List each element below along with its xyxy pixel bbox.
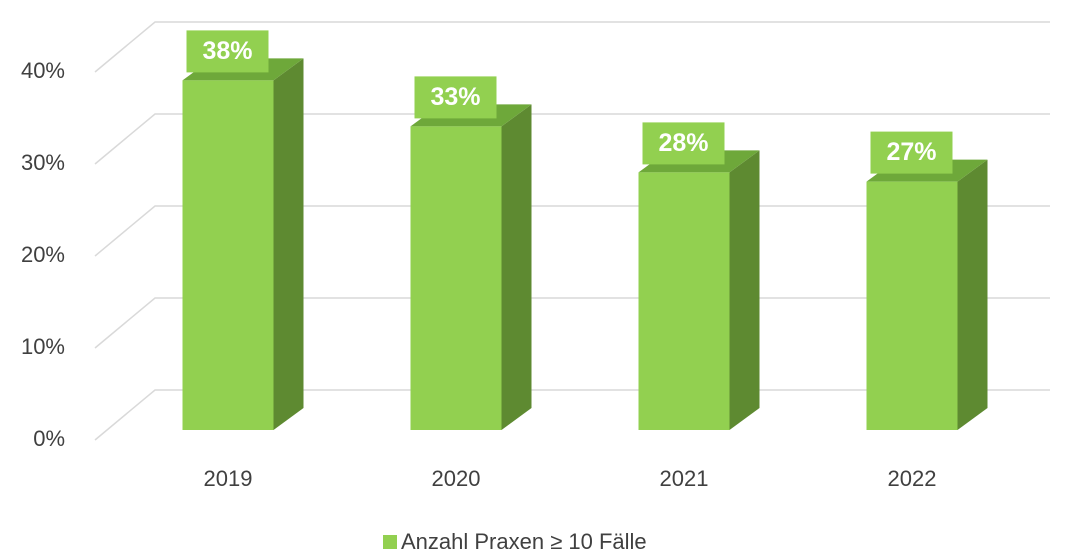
data-label-box bbox=[870, 131, 953, 174]
data-label: 27% bbox=[886, 138, 936, 166]
bar-front bbox=[866, 181, 958, 430]
data-label: 33% bbox=[430, 83, 480, 111]
y-tick-label: 10% bbox=[21, 334, 65, 359]
y-tick-label: 40% bbox=[21, 58, 65, 83]
legend-swatch bbox=[383, 535, 397, 549]
bar-side bbox=[501, 104, 532, 431]
data-label-box bbox=[414, 76, 497, 119]
x-tick-label: 2019 bbox=[204, 466, 253, 491]
y-tick-label: 30% bbox=[21, 150, 65, 175]
data-label-box bbox=[186, 30, 269, 73]
bar bbox=[638, 150, 760, 430]
bar bbox=[866, 159, 988, 430]
legend-label: Anzahl Praxen ≥ 10 Fälle bbox=[401, 529, 647, 552]
x-tick-label: 2020 bbox=[432, 466, 481, 491]
legend: Anzahl Praxen ≥ 10 Fälle bbox=[383, 529, 647, 552]
grid-line bbox=[94, 113, 1050, 165]
bar-side bbox=[273, 58, 304, 431]
data-label-box bbox=[642, 122, 725, 165]
bar-front bbox=[638, 172, 730, 430]
x-tick-label: 2021 bbox=[660, 466, 709, 491]
bar-front bbox=[410, 126, 502, 431]
bar bbox=[410, 104, 532, 431]
data-label: 38% bbox=[202, 37, 252, 65]
bar-side bbox=[957, 159, 988, 430]
y-tick-label: 20% bbox=[21, 242, 65, 267]
bar-front bbox=[182, 80, 274, 431]
data-label: 28% bbox=[658, 129, 708, 157]
y-tick-label: 0% bbox=[33, 426, 65, 451]
bar-side bbox=[729, 150, 760, 430]
bar bbox=[182, 58, 304, 431]
grid-line bbox=[94, 21, 1050, 73]
x-tick-label: 2022 bbox=[888, 466, 937, 491]
